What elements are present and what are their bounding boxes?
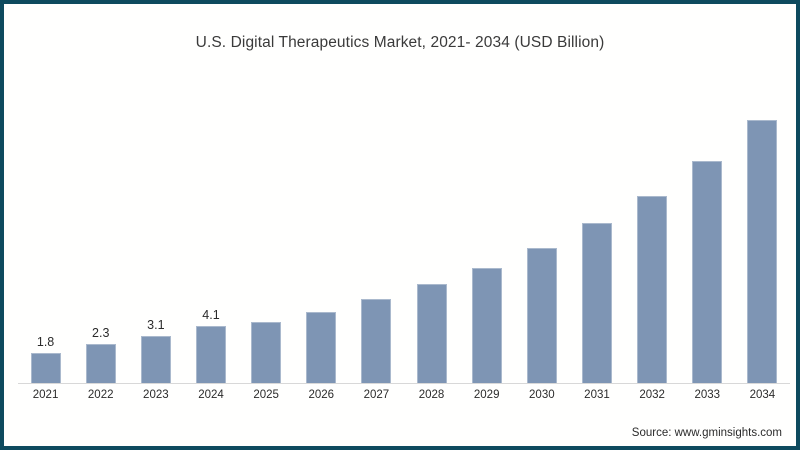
x-axis-line (18, 383, 790, 384)
bar[interactable] (85, 344, 116, 384)
bar-slot (404, 99, 459, 384)
x-axis-tick-label: 2030 (529, 389, 555, 401)
bar-value-label: 3.1 (147, 317, 165, 332)
bar[interactable] (251, 322, 282, 384)
bar-slot: 3.1 (128, 99, 183, 384)
x-axis-tick-label: 2026 (308, 389, 335, 401)
bar-slot: 2.3 (73, 99, 128, 384)
x-axis-tick-label: 2023 (143, 389, 169, 401)
bar[interactable] (581, 223, 612, 384)
bar-value-label: 2.3 (92, 325, 110, 340)
x-axis-tick-label: 2025 (253, 389, 279, 401)
x-axis-tick-label: 2032 (639, 389, 665, 401)
bar-value-label: 4.1 (202, 307, 220, 322)
bar-slot (349, 99, 404, 384)
x-axis-tick-label: 2022 (87, 389, 114, 401)
x-axis-tick-label: 2031 (584, 389, 610, 401)
source-attribution: Source: www.gminsights.com (631, 427, 782, 439)
bar[interactable] (692, 161, 723, 384)
bar[interactable] (195, 326, 226, 384)
bar[interactable] (30, 353, 61, 384)
bar-slot (514, 99, 569, 384)
bar-series: 1.8 2.3 3.1 4.1 (18, 99, 790, 384)
bar[interactable] (306, 312, 337, 384)
plot-area: 1.8 2.3 3.1 4.1 (18, 99, 790, 384)
x-axis-tick-label: 2024 (198, 389, 224, 401)
x-axis-tick-label: 2028 (418, 389, 445, 401)
x-axis-tick-label: 2034 (749, 389, 776, 401)
bar-slot (459, 99, 514, 384)
bar-slot (239, 99, 294, 384)
bar-slot: 4.1 (183, 99, 238, 384)
x-axis-tick-label: 2029 (473, 389, 500, 401)
bar[interactable] (471, 268, 502, 384)
bar[interactable] (747, 120, 778, 384)
bar-slot (569, 99, 624, 384)
bar-slot (680, 99, 735, 384)
bar-slot (294, 99, 349, 384)
bar[interactable] (361, 299, 392, 384)
bar-slot: 1.8 (18, 99, 73, 384)
x-axis-tick-label: 2033 (694, 389, 721, 401)
chart-title: U.S. Digital Therapeutics Market, 2021- … (195, 34, 605, 51)
bar-slot (625, 99, 680, 384)
bar[interactable] (526, 248, 557, 384)
bar[interactable] (637, 196, 668, 384)
x-axis-tick-label: 2027 (363, 389, 390, 401)
bar[interactable] (140, 336, 171, 384)
bar-slot (735, 99, 790, 384)
bar[interactable] (416, 284, 447, 384)
bar-value-label: 1.8 (36, 334, 55, 349)
x-axis-tick-label: 2021 (32, 389, 59, 401)
x-axis-tick-labels: 2021 2022 2023 2024 2025 2026 2027 2028 2029 2030… (18, 389, 790, 401)
